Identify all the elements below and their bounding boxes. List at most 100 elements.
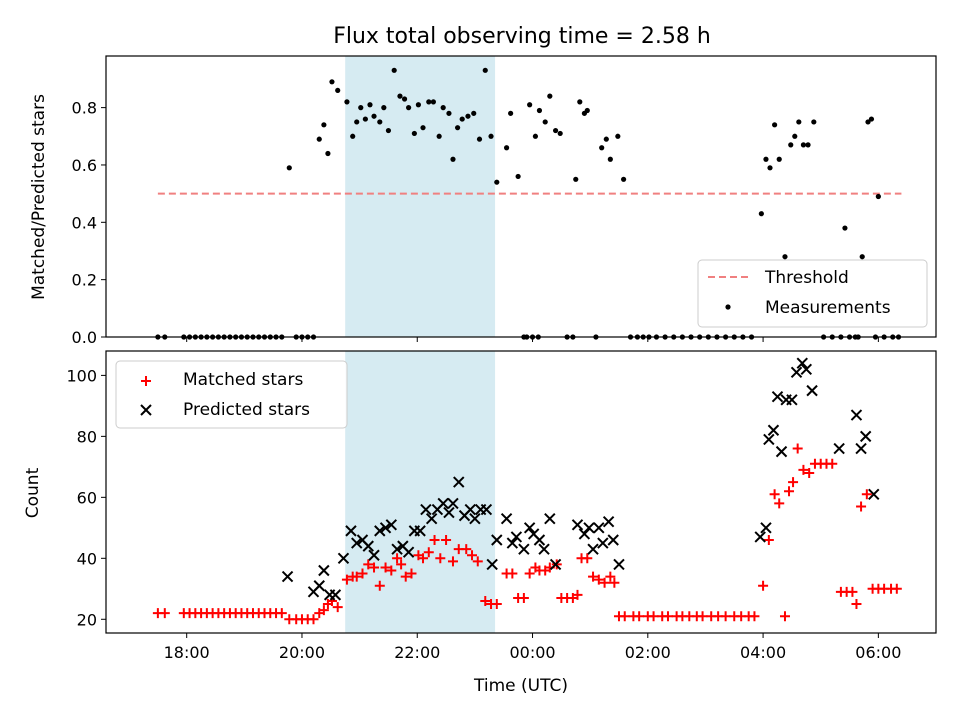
measurement-point [811, 119, 817, 125]
measurement-point [367, 102, 373, 108]
x-tick-label: 02:00 [625, 643, 671, 662]
measurement-point [607, 156, 613, 162]
matched-star-marker [524, 568, 535, 579]
measurement-point [381, 105, 387, 111]
measurement-point [316, 136, 322, 142]
top-y-tick-label: 0.0 [72, 328, 97, 347]
predicted-star-marker [464, 503, 476, 516]
measurement-point [552, 127, 559, 134]
predicted-star-marker [281, 570, 294, 583]
predicted-star-marker [391, 543, 403, 555]
predicted-star-marker [571, 519, 584, 531]
measurement-point [335, 87, 341, 94]
measurement-point [358, 105, 364, 111]
measurement-point [776, 156, 782, 162]
predicted-star-marker [593, 522, 605, 534]
bottom-shaded-span [345, 351, 496, 633]
chart-title: Flux total observing time = 2.58 h [333, 24, 711, 49]
measurement-point [577, 99, 583, 105]
matched-star-marker [774, 498, 785, 509]
predicted-star-marker [443, 506, 455, 519]
measurement-point [859, 254, 865, 260]
measurement-point [557, 130, 563, 137]
measurement-point [454, 125, 461, 131]
matched-star-marker [369, 562, 380, 573]
predicted-star-marker [786, 394, 798, 406]
measurement-point [488, 133, 494, 139]
bottom-y-tick-label: 80 [77, 427, 97, 446]
legend-threshold-label: Threshold [764, 268, 849, 288]
matched-star-marker [605, 571, 616, 582]
matched-star-marker [792, 443, 803, 454]
predicted-star-marker [345, 525, 357, 537]
predicted-star-marker [533, 534, 546, 546]
measurement-point [411, 130, 417, 137]
measurement-point [508, 110, 514, 116]
x-tick-label: 00:00 [509, 643, 555, 662]
predicted-star-marker [447, 497, 459, 510]
matched-star-marker [697, 611, 708, 622]
top-axes-frame [105, 55, 937, 338]
predicted-star-marker [329, 589, 342, 601]
predicted-star-marker [602, 516, 615, 528]
predicted-star-marker [523, 522, 536, 534]
measurement-point [584, 107, 590, 114]
predicted-star-marker [800, 363, 813, 375]
matched-star-marker [609, 577, 620, 588]
top-shaded-span [345, 56, 496, 337]
matched-star-marker [392, 553, 403, 564]
measurement-point [767, 165, 773, 171]
matched-star-marker [400, 571, 411, 582]
predicted-star-marker [453, 476, 465, 488]
measurement-point [542, 119, 548, 125]
predicted-star-marker [790, 366, 803, 379]
measurement-point [782, 254, 788, 260]
x-tick-label: 04:00 [740, 643, 786, 662]
measurement-point [865, 119, 871, 125]
measurement-point [426, 99, 432, 105]
matched-star-marker [351, 571, 362, 582]
measurement-point [415, 102, 422, 108]
matched-star-marker [396, 559, 407, 570]
bottom-y-tick-label: 20 [77, 610, 97, 629]
matched-star-marker [441, 535, 452, 546]
matched-star-marker [662, 611, 673, 622]
predicted-star-marker [538, 543, 550, 555]
measurement-point [325, 150, 331, 157]
predicted-star-marker [437, 497, 449, 510]
matched-star-marker [480, 595, 491, 606]
measurement-point [796, 119, 802, 125]
predicted-star-marker [518, 543, 530, 555]
bottom-legend-box [115, 360, 348, 429]
measurement-point [465, 113, 471, 119]
predicted-star-marker [760, 522, 772, 534]
measurement-point [459, 116, 465, 122]
top-panel: 0.00.20.40.60.8 Matched/Predicted stars … [29, 55, 937, 347]
predicted-star-marker [500, 512, 513, 525]
predicted-star-marker [754, 531, 766, 543]
matched-star-marker [599, 577, 610, 588]
matched-star-marker [491, 599, 502, 610]
predicted-star-marker [337, 552, 350, 565]
matched-star-marker [447, 556, 458, 567]
predicted-star-marker [549, 558, 562, 571]
matched-star-marker [374, 580, 385, 591]
x-tick-label: 20:00 [279, 643, 325, 662]
predicted-star-marker [613, 558, 625, 571]
predicted-star-marker [771, 391, 784, 403]
matched-star-marker [851, 599, 862, 610]
top-legend-box [697, 259, 928, 328]
measurement-point [321, 122, 327, 128]
matched-star-marker [861, 489, 872, 500]
top-y-axis-label: Matched/Predicted stars [29, 94, 49, 300]
measurement-point [772, 122, 778, 128]
legend-matched-swatch [141, 376, 151, 386]
measurement-point [391, 67, 397, 73]
matched-star-marker [423, 547, 434, 558]
measurement-point [329, 79, 335, 85]
predicted-star-markers [281, 357, 880, 601]
measurement-point [471, 110, 477, 116]
measurement-point [532, 133, 539, 139]
predicted-star-marker [362, 540, 374, 552]
